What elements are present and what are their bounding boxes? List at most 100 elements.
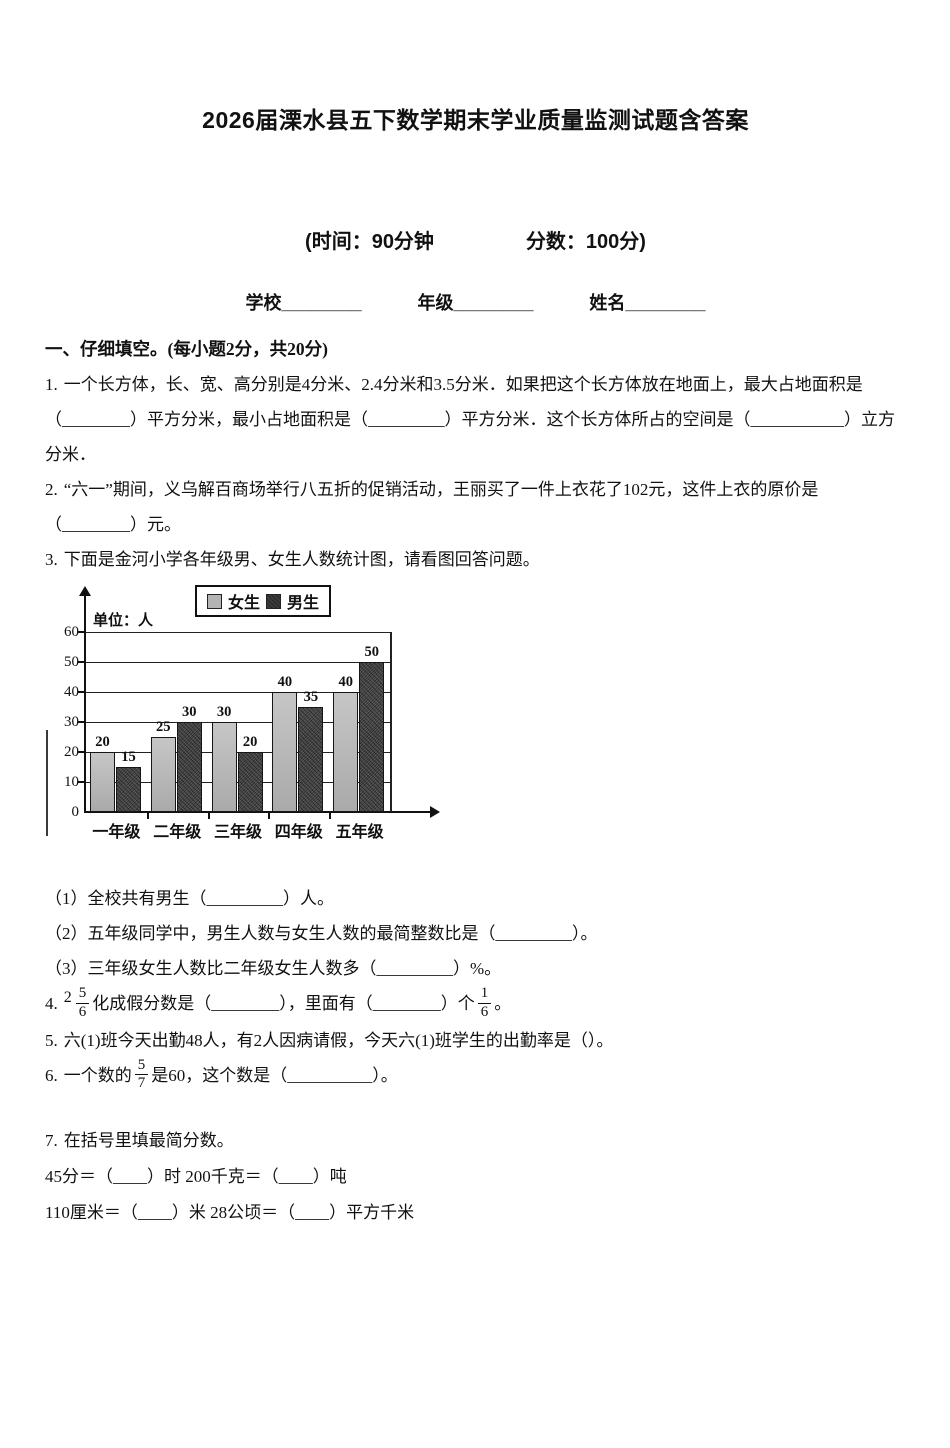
girls-bar: [90, 752, 115, 812]
fraction-numerator: 1: [477, 985, 492, 1004]
bar-value-label: 35: [303, 689, 319, 705]
y-axis-tick-label: 40: [64, 684, 79, 700]
question-3-number: 3.: [45, 550, 58, 569]
x-axis-category-label: 一年级: [92, 824, 141, 841]
question-3-sub-2: （2）五年级同学中，男生人数与女生人数的最简整数比是（_________）。: [45, 924, 598, 943]
question-3-text: 下面是金河小学各年级男、女生人数统计图，请看图回答问题。: [63, 550, 540, 569]
y-axis-tick: [78, 631, 85, 633]
chart-gridline: [86, 631, 390, 633]
question-5-text: 六(1)班今天出勤48人，有2人因病请假，今天六(1)班学生的出勤率是（）。: [63, 1030, 614, 1050]
mixed-number-whole: 2: [63, 989, 72, 1006]
bar-value-label: 40: [277, 674, 293, 690]
bar-value-label: 20: [95, 734, 110, 750]
x-axis-tick: [146, 812, 149, 819]
y-axis-arrow-icon: [79, 586, 91, 596]
question-6: 6. 一个数的 5 7 是60，这个数是（__________）。: [45, 1057, 906, 1095]
name-field: 姓名________: [589, 293, 706, 313]
girls-bar: [272, 692, 298, 812]
school-field: 学校________: [245, 293, 362, 313]
legend-boys-swatch: [266, 593, 282, 609]
section-one-heading: 一、仔细填空。(每小题2分，共20分): [45, 339, 328, 359]
boys-bar: [298, 707, 324, 812]
exam-paper-page: { "header": { "title": "2026届溧水县五下数学期末学业…: [0, 104, 950, 1448]
question-7: 7. 在括号里填最简分数。: [45, 1123, 906, 1159]
chart-legend: 女生 男生: [195, 585, 332, 617]
chart-gridline: [86, 661, 390, 663]
boys-bar: [237, 752, 263, 812]
score-label: 分数：100分): [525, 231, 646, 253]
x-axis-category-label: 五年级: [335, 824, 384, 841]
y-axis-tick-label: 10: [64, 774, 79, 790]
question-1-text: 一个长方体，长、宽、高分别是4分米、2.4分米和3.5分米．如果把这个长方体放在…: [45, 375, 895, 464]
question-3-sub-3: （3）三年级女生人数比二年级女生人数多（_________）%。: [45, 959, 502, 978]
bar-value-label: 30: [182, 704, 197, 720]
question-2-number: 2.: [45, 480, 58, 499]
scan-artifact-line: [46, 730, 48, 836]
page-content: 2026届溧水县五下数学期末学业质量监测试题含答案 (时间：90分钟 分数：100…: [0, 104, 950, 1231]
y-axis-tick-label: 50: [64, 654, 79, 670]
fraction-denominator: 6: [78, 1003, 87, 1020]
y-axis-tick-label: 30: [64, 714, 79, 730]
question-3: 3. 下面是金河小学各年级男、女生人数统计图，请看图回答问题。: [45, 542, 906, 577]
legend-girls-label: 女生: [228, 595, 261, 612]
y-axis-tick-label: 0: [71, 804, 80, 820]
student-info-row: 学校________ 年级________ 姓名________: [246, 290, 706, 316]
girls-bar: [150, 737, 176, 812]
time-label: (时间：90分钟: [305, 231, 434, 253]
question-7-block: 7. 在括号里填最简分数。 45分＝（____）时 200千克＝（____）吨 1…: [45, 1123, 906, 1231]
bar-chart: 女生 男生 单位：人 20 15 25 30 30 20 40 35 40 50 0 10 20 30 4…: [45, 585, 525, 867]
y-axis-tick-label: 60: [64, 624, 79, 640]
y-axis-tick: [78, 781, 85, 783]
y-axis-line: [84, 595, 86, 812]
y-axis-tick: [78, 661, 85, 663]
question-2: 2. “六一”期间，义乌解百商场举行八五折的促销活动，王丽买了一件上衣花了102元…: [45, 472, 906, 542]
bar-value-label: 30: [216, 704, 232, 720]
x-axis-category-label: 二年级: [153, 824, 202, 841]
question-3-sub-1: （1）全校共有男生（_________）人。: [45, 889, 334, 908]
grade-field: 年级________: [417, 293, 534, 313]
x-axis-line: [84, 811, 432, 813]
x-axis-tick: [207, 812, 210, 819]
x-axis-category-label: 三年级: [213, 824, 262, 841]
y-axis-tick: [78, 691, 85, 693]
bar-value-label: 40: [338, 674, 353, 690]
page-title: 2026届溧水县五下数学期末学业质量监测试题含答案: [202, 107, 749, 133]
question-1-number: 1.: [45, 375, 58, 394]
girls-bar: [333, 692, 359, 812]
chart-gridline: [86, 691, 390, 693]
fraction-numerator: 5: [75, 985, 90, 1004]
x-axis-arrow-icon: [430, 806, 440, 818]
fraction-denominator: 6: [480, 1003, 489, 1020]
fraction-numerator: 5: [134, 1057, 149, 1076]
bar-value-label: 50: [364, 644, 379, 660]
legend-girls-swatch: [207, 593, 222, 609]
question-6-number: 6.: [45, 1065, 58, 1085]
question-7-line-2: 110厘米＝（____）米 28公顷＝（____）平方千米: [45, 1202, 415, 1222]
bar-value-label: 25: [156, 719, 171, 735]
question-5: 5. 六(1)班今天出勤48人，有2人因病请假，今天六(1)班学生的出勤率是（）。: [45, 1023, 906, 1058]
question-4-text-2: 。: [494, 994, 512, 1013]
boys-bar: [176, 722, 202, 812]
girls-bar: [211, 722, 237, 812]
question-6-text-1: 一个数的: [63, 1065, 132, 1085]
bar-value-label: 20: [242, 734, 258, 750]
chart-unit-label: 单位：人: [93, 613, 154, 629]
y-axis-tick: [78, 751, 85, 753]
boys-bar: [116, 767, 141, 812]
question-7-number: 7.: [45, 1130, 58, 1150]
question-2-text: “六一”期间，义乌解百商场举行八五折的促销活动，王丽买了一件上衣花了102元，这…: [45, 480, 819, 534]
chart-plot-area: 20 15 25 30 30 20 40 35 40 50: [86, 631, 392, 812]
bar-value-label: 15: [121, 749, 136, 765]
time-score-line: (时间：90分钟 分数：100分): [45, 228, 906, 256]
chart-gridline: [86, 721, 390, 723]
boys-bar: [359, 662, 385, 812]
question-7-heading: 在括号里填最简分数。: [63, 1130, 234, 1150]
x-axis-category-label: 四年级: [274, 824, 323, 841]
y-axis-tick-label: 20: [64, 744, 79, 760]
question-1: 1. 一个长方体，长、宽、高分别是4分米、2.4分米和3.5分米．如果把这个长方体…: [45, 367, 906, 472]
x-axis-tick: [329, 812, 332, 819]
question-4-text-1: 化成假分数是（________），里面有（________）个: [92, 994, 475, 1013]
